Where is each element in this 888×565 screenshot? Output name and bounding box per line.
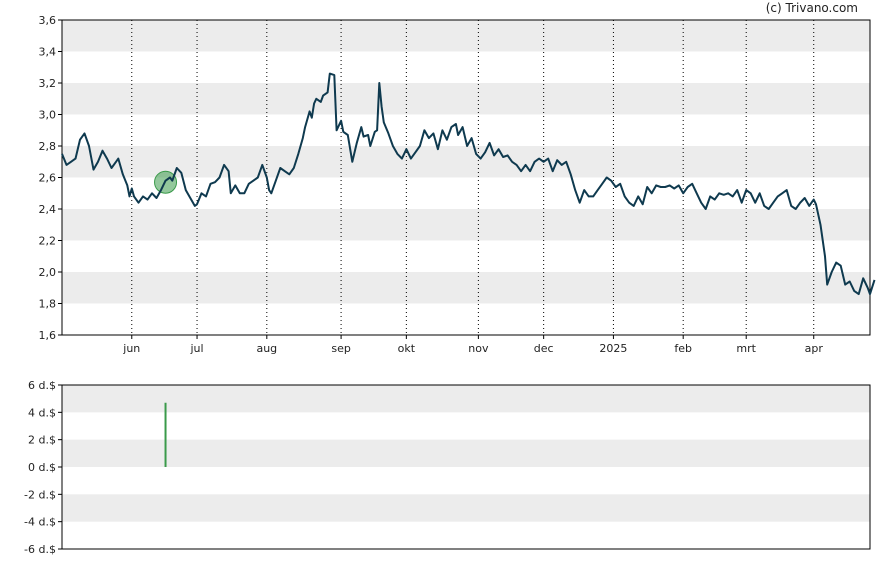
y-tick-label: 3,4	[39, 46, 57, 59]
grid-band	[62, 272, 870, 304]
y-tick-label: 2,8	[39, 140, 57, 153]
y-tick-label: 3,6	[39, 14, 57, 27]
grid-band	[62, 494, 870, 522]
x-tick-label: sep	[331, 342, 350, 355]
x-tick-label: jul	[189, 342, 203, 355]
y-tick-label: 2,2	[39, 235, 57, 248]
y-tick-label: 2,6	[39, 172, 57, 185]
price-line	[61, 72, 876, 296]
y-tick-label: 4 d.$	[28, 406, 56, 419]
x-tick-label: mrt	[736, 342, 756, 355]
x-tick-label: aug	[256, 342, 277, 355]
x-tick-label: okt	[398, 342, 416, 355]
y-tick-label: 1,6	[39, 329, 57, 342]
x-tick-label: dec	[534, 342, 554, 355]
y-tick-label: 2 d.$	[28, 434, 56, 447]
grid-band	[62, 20, 870, 52]
price-chart-panel: 1,6 1,8 2,0 2,2 2,4 2,6 2,8 3,0 3,2 3,4 3,6 jun jul a…	[39, 14, 876, 355]
y-tick-label: -2 d.$	[24, 488, 56, 501]
grid-band	[62, 209, 870, 241]
grid-band	[62, 146, 870, 178]
dividend-chart-panel: 6 d.$ 4 d.$ 2 d.$ 0 d.$ -2 d.$ -4 d.$ -6 d.$	[24, 379, 871, 556]
y-tick-label: 3,2	[39, 77, 57, 90]
grid-band	[62, 385, 870, 413]
y-tick-label: 2,0	[39, 266, 57, 279]
y-tick-label: 2,4	[39, 203, 57, 216]
y-tick-label: 6 d.$	[28, 379, 56, 392]
y-tick-label: -6 d.$	[24, 543, 56, 556]
grid-band	[62, 83, 870, 115]
credit-label: (c) Trivano.com	[765, 1, 858, 15]
y-tick-label: 3,0	[39, 109, 57, 122]
x-tick-label: apr	[805, 342, 824, 355]
x-tick-label: jun	[122, 342, 140, 355]
y-tick-label: 1,8	[39, 298, 57, 311]
y-tick-label: 0 d.$	[28, 461, 56, 474]
y-tick-label: -4 d.$	[24, 516, 56, 529]
x-tick-label: feb	[674, 342, 692, 355]
x-tick-label: nov	[468, 342, 489, 355]
x-tick-label: 2025	[599, 342, 627, 355]
grid-band	[62, 439, 870, 467]
